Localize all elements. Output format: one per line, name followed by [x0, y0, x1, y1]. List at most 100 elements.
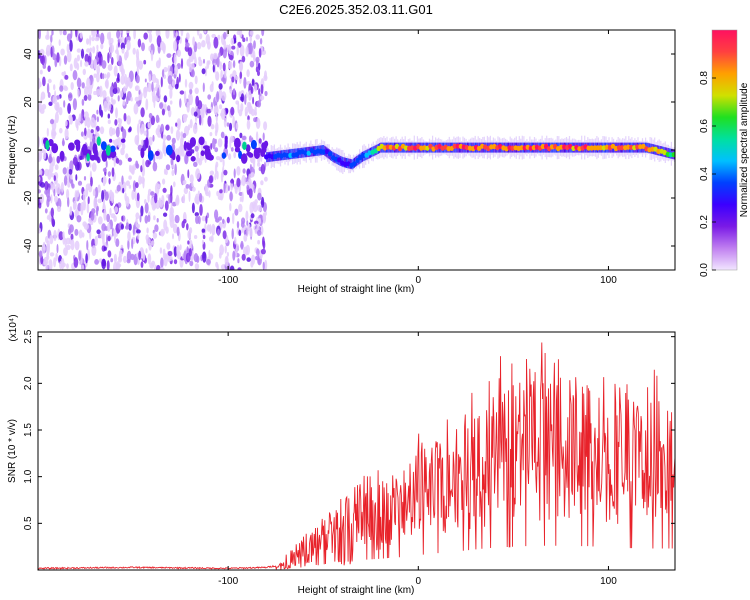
- noise-blob: [148, 45, 151, 52]
- noise-blob: [225, 108, 229, 114]
- noise-blob: [86, 38, 90, 45]
- noise-blob: [214, 129, 218, 137]
- noise-blob: [87, 93, 92, 101]
- noise-band-blob: [144, 137, 149, 149]
- noise-blob: [102, 90, 107, 99]
- noise-blob: [94, 186, 99, 198]
- noise-blob: [170, 185, 173, 196]
- noise-blob: [101, 258, 107, 270]
- noise-blob: [140, 261, 144, 268]
- noise-blob: [133, 103, 139, 115]
- noise-blob: [248, 188, 253, 199]
- noise-blob: [47, 245, 50, 257]
- noise-blob: [254, 255, 259, 261]
- noise-band-blob: [120, 138, 126, 143]
- noise-blob: [93, 73, 97, 78]
- noise-blob: [134, 96, 140, 102]
- noise-blob: [203, 104, 207, 109]
- noise-blob: [255, 248, 260, 256]
- noise-blob: [190, 62, 195, 70]
- noise-blob: [220, 108, 226, 120]
- noise-blob: [126, 259, 131, 264]
- noise-band-blob: [109, 138, 113, 143]
- noise-band-blob: [242, 141, 247, 150]
- colorbar-tick-label: 0.2: [699, 215, 710, 229]
- noise-blob: [162, 178, 166, 185]
- noise-blob: [105, 78, 109, 89]
- noise-blob: [103, 100, 108, 113]
- noise-blob: [228, 60, 233, 70]
- noise-blob: [148, 112, 153, 119]
- noise-blob: [138, 60, 144, 70]
- noise-band-blob: [51, 143, 59, 154]
- noise-blob: [233, 89, 235, 96]
- noise-blob: [171, 79, 176, 88]
- noise-blob: [86, 117, 91, 128]
- noise-blob: [197, 190, 200, 196]
- noise-blob: [216, 91, 220, 103]
- noise-blob: [169, 216, 175, 229]
- noise-blob: [198, 56, 202, 62]
- noise-blob: [106, 101, 112, 112]
- noise-blob: [214, 209, 219, 220]
- noise-blob: [168, 194, 171, 205]
- noise-blob: [120, 223, 124, 230]
- noise-blob: [147, 160, 152, 165]
- spectrogram-x-ticks: -100 0 100: [218, 30, 617, 286]
- noise-blob: [38, 250, 43, 258]
- noise-blob: [70, 233, 74, 241]
- noise-band-blob: [92, 143, 98, 155]
- trace-peak: [397, 146, 403, 152]
- noise-blob: [247, 102, 252, 114]
- noise-blob: [188, 248, 192, 257]
- noise-blob: [132, 47, 136, 55]
- noise-blob: [109, 126, 114, 137]
- noise-blob: [244, 94, 247, 105]
- noise-blob: [136, 123, 140, 135]
- noise-blob: [230, 179, 235, 184]
- noise-blob: [249, 202, 254, 214]
- noise-blob: [187, 47, 193, 57]
- noise-blob: [60, 48, 65, 56]
- noise-band-blob: [83, 145, 87, 156]
- noise-blob: [56, 52, 60, 63]
- noise-blob: [153, 215, 156, 221]
- noise-blob: [67, 103, 71, 114]
- noise-blob: [135, 182, 139, 189]
- noise-blob: [87, 248, 90, 261]
- noise-blob: [236, 221, 240, 229]
- noise-band-blob: [68, 142, 75, 151]
- noise-blob: [126, 250, 132, 262]
- noise-blob: [58, 231, 64, 241]
- noise-blob: [211, 223, 216, 236]
- noise-blob: [154, 193, 158, 204]
- noise-blob: [174, 83, 179, 90]
- noise-blob: [113, 155, 116, 167]
- noise-blob: [176, 49, 182, 58]
- noise-blob: [233, 151, 237, 159]
- snr-series: [38, 342, 675, 570]
- noise-blob: [257, 192, 262, 201]
- noise-blob: [239, 196, 243, 203]
- noise-blob: [224, 68, 227, 79]
- noise-blob: [107, 119, 111, 125]
- noise-blob: [152, 161, 158, 172]
- noise-blob: [44, 168, 50, 177]
- noise-blob: [90, 176, 93, 187]
- noise-blob: [141, 139, 144, 146]
- noise-blob: [157, 184, 161, 189]
- noise-blob: [117, 95, 120, 102]
- noise-blob: [151, 81, 154, 92]
- noise-blob: [147, 30, 153, 34]
- noise-blob: [246, 184, 250, 191]
- noise-blob: [93, 197, 97, 209]
- noise-blob: [141, 123, 145, 134]
- noise-blob: [38, 176, 41, 182]
- noise-blob: [122, 128, 127, 140]
- trace-peak: [540, 143, 546, 150]
- noise-blob: [111, 57, 114, 65]
- noise-blob: [122, 99, 126, 106]
- snr-y-multiplier: (x10⁴): [8, 314, 19, 341]
- noise-band-blob: [240, 153, 248, 164]
- noise-blob: [183, 180, 187, 185]
